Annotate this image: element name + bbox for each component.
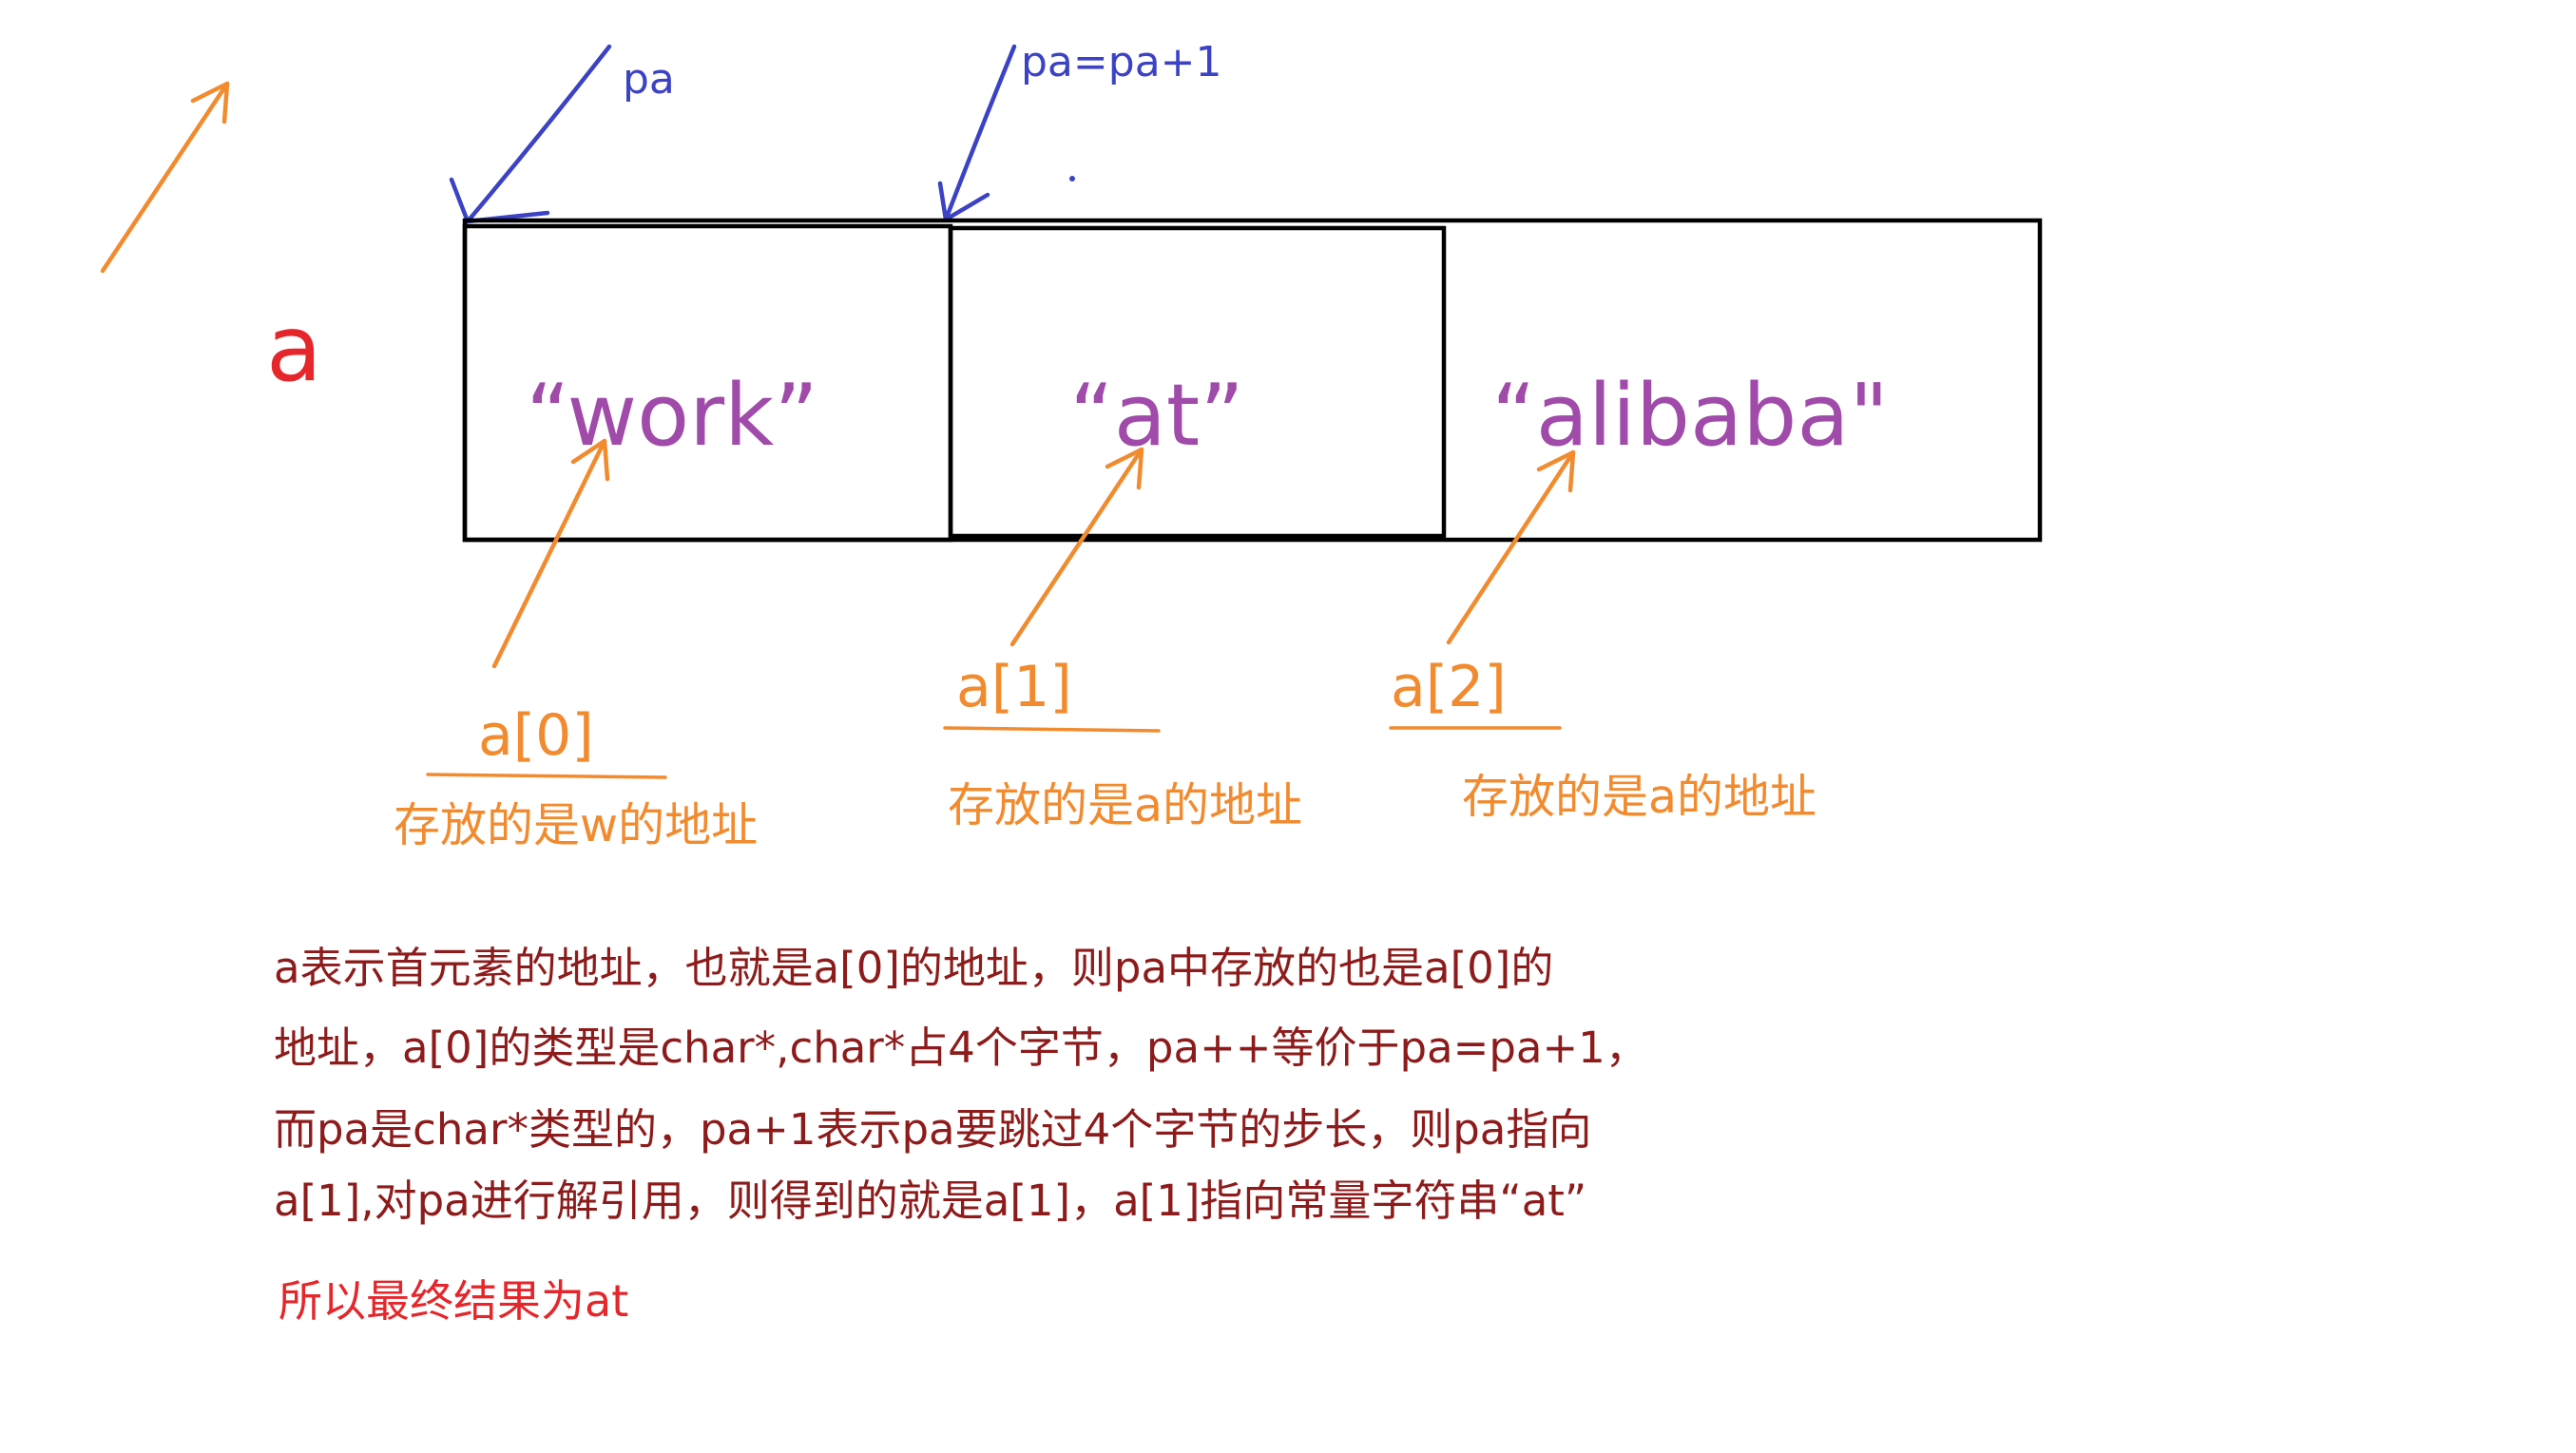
element-2-arrow: [1446, 449, 1576, 645]
element-0-index-label: a[0]: [478, 702, 594, 769]
element-1-arrow-shaft: [1009, 447, 1144, 647]
element-0-arrow: [491, 438, 610, 669]
element-0-arrow-head: [570, 438, 610, 482]
stray-arrow-head: [190, 81, 230, 124]
explanation-line: a表示首元素的地址，也就是a[0]的地址，则pa中存放的也是a[0]的: [274, 943, 1553, 993]
explanation-line: a[1],对pa进行解引用，则得到的就是a[1]，a[1]指向常量字符串“at”: [274, 1176, 1586, 1226]
stray-arrow-shaft: [100, 81, 230, 274]
array-boxes: [462, 218, 2043, 543]
ink-dot: [1069, 176, 1075, 182]
explanation-line: 地址，a[0]的类型是char*,char*占4个字节，pa++等价于pa=pa…: [274, 1023, 1648, 1073]
pa-plus-one-pointer-label: pa=pa+1: [1021, 38, 1222, 86]
element-1-index-label: a[1]: [956, 654, 1072, 720]
pa-plus-one-pointer-arrow: [937, 44, 1017, 222]
array-cell-1-value: “at”: [1069, 366, 1244, 466]
element-0-note: 存放的是w的地址: [394, 798, 758, 852]
stray-orange-arrow: [100, 81, 230, 274]
array-cell-0-value: “work”: [526, 366, 818, 466]
pa-pointer-arrow: [449, 44, 612, 224]
element-2-index-label: a[2]: [1391, 654, 1507, 720]
conclusion-text: 所以最终结果为at: [279, 1275, 628, 1327]
explanation-line: 而pa是char*类型的，pa+1表示pa要跳过4个字节的步长，则pa指向: [274, 1104, 1591, 1155]
element-1-note: 存放的是a的地址: [948, 778, 1302, 832]
element-0-arrow-shaft: [491, 438, 607, 669]
pa-plus-one-arrow-shaft: [943, 44, 1017, 222]
element-1-arrow-head: [1105, 447, 1144, 490]
element-2-note: 存放的是a的地址: [1462, 770, 1817, 824]
element-2-arrow-shaft: [1446, 449, 1576, 645]
element-1-underline: [943, 726, 1161, 733]
explanation-paragraph: a表示首元素的地址，也就是a[0]的地址，则pa中存放的也是a[0]的 地址，a…: [274, 943, 1648, 1226]
array-name-label: a: [266, 296, 322, 402]
pa-pointer-label: pa: [623, 55, 675, 104]
element-1-arrow: [1009, 447, 1144, 647]
element-2-arrow-head: [1536, 449, 1576, 493]
pa-arrow-shaft: [465, 44, 612, 224]
element-0-underline: [426, 773, 667, 779]
array-cell-2-value: “alibaba": [1491, 366, 1889, 466]
array-cell-1-box: [948, 225, 1447, 539]
